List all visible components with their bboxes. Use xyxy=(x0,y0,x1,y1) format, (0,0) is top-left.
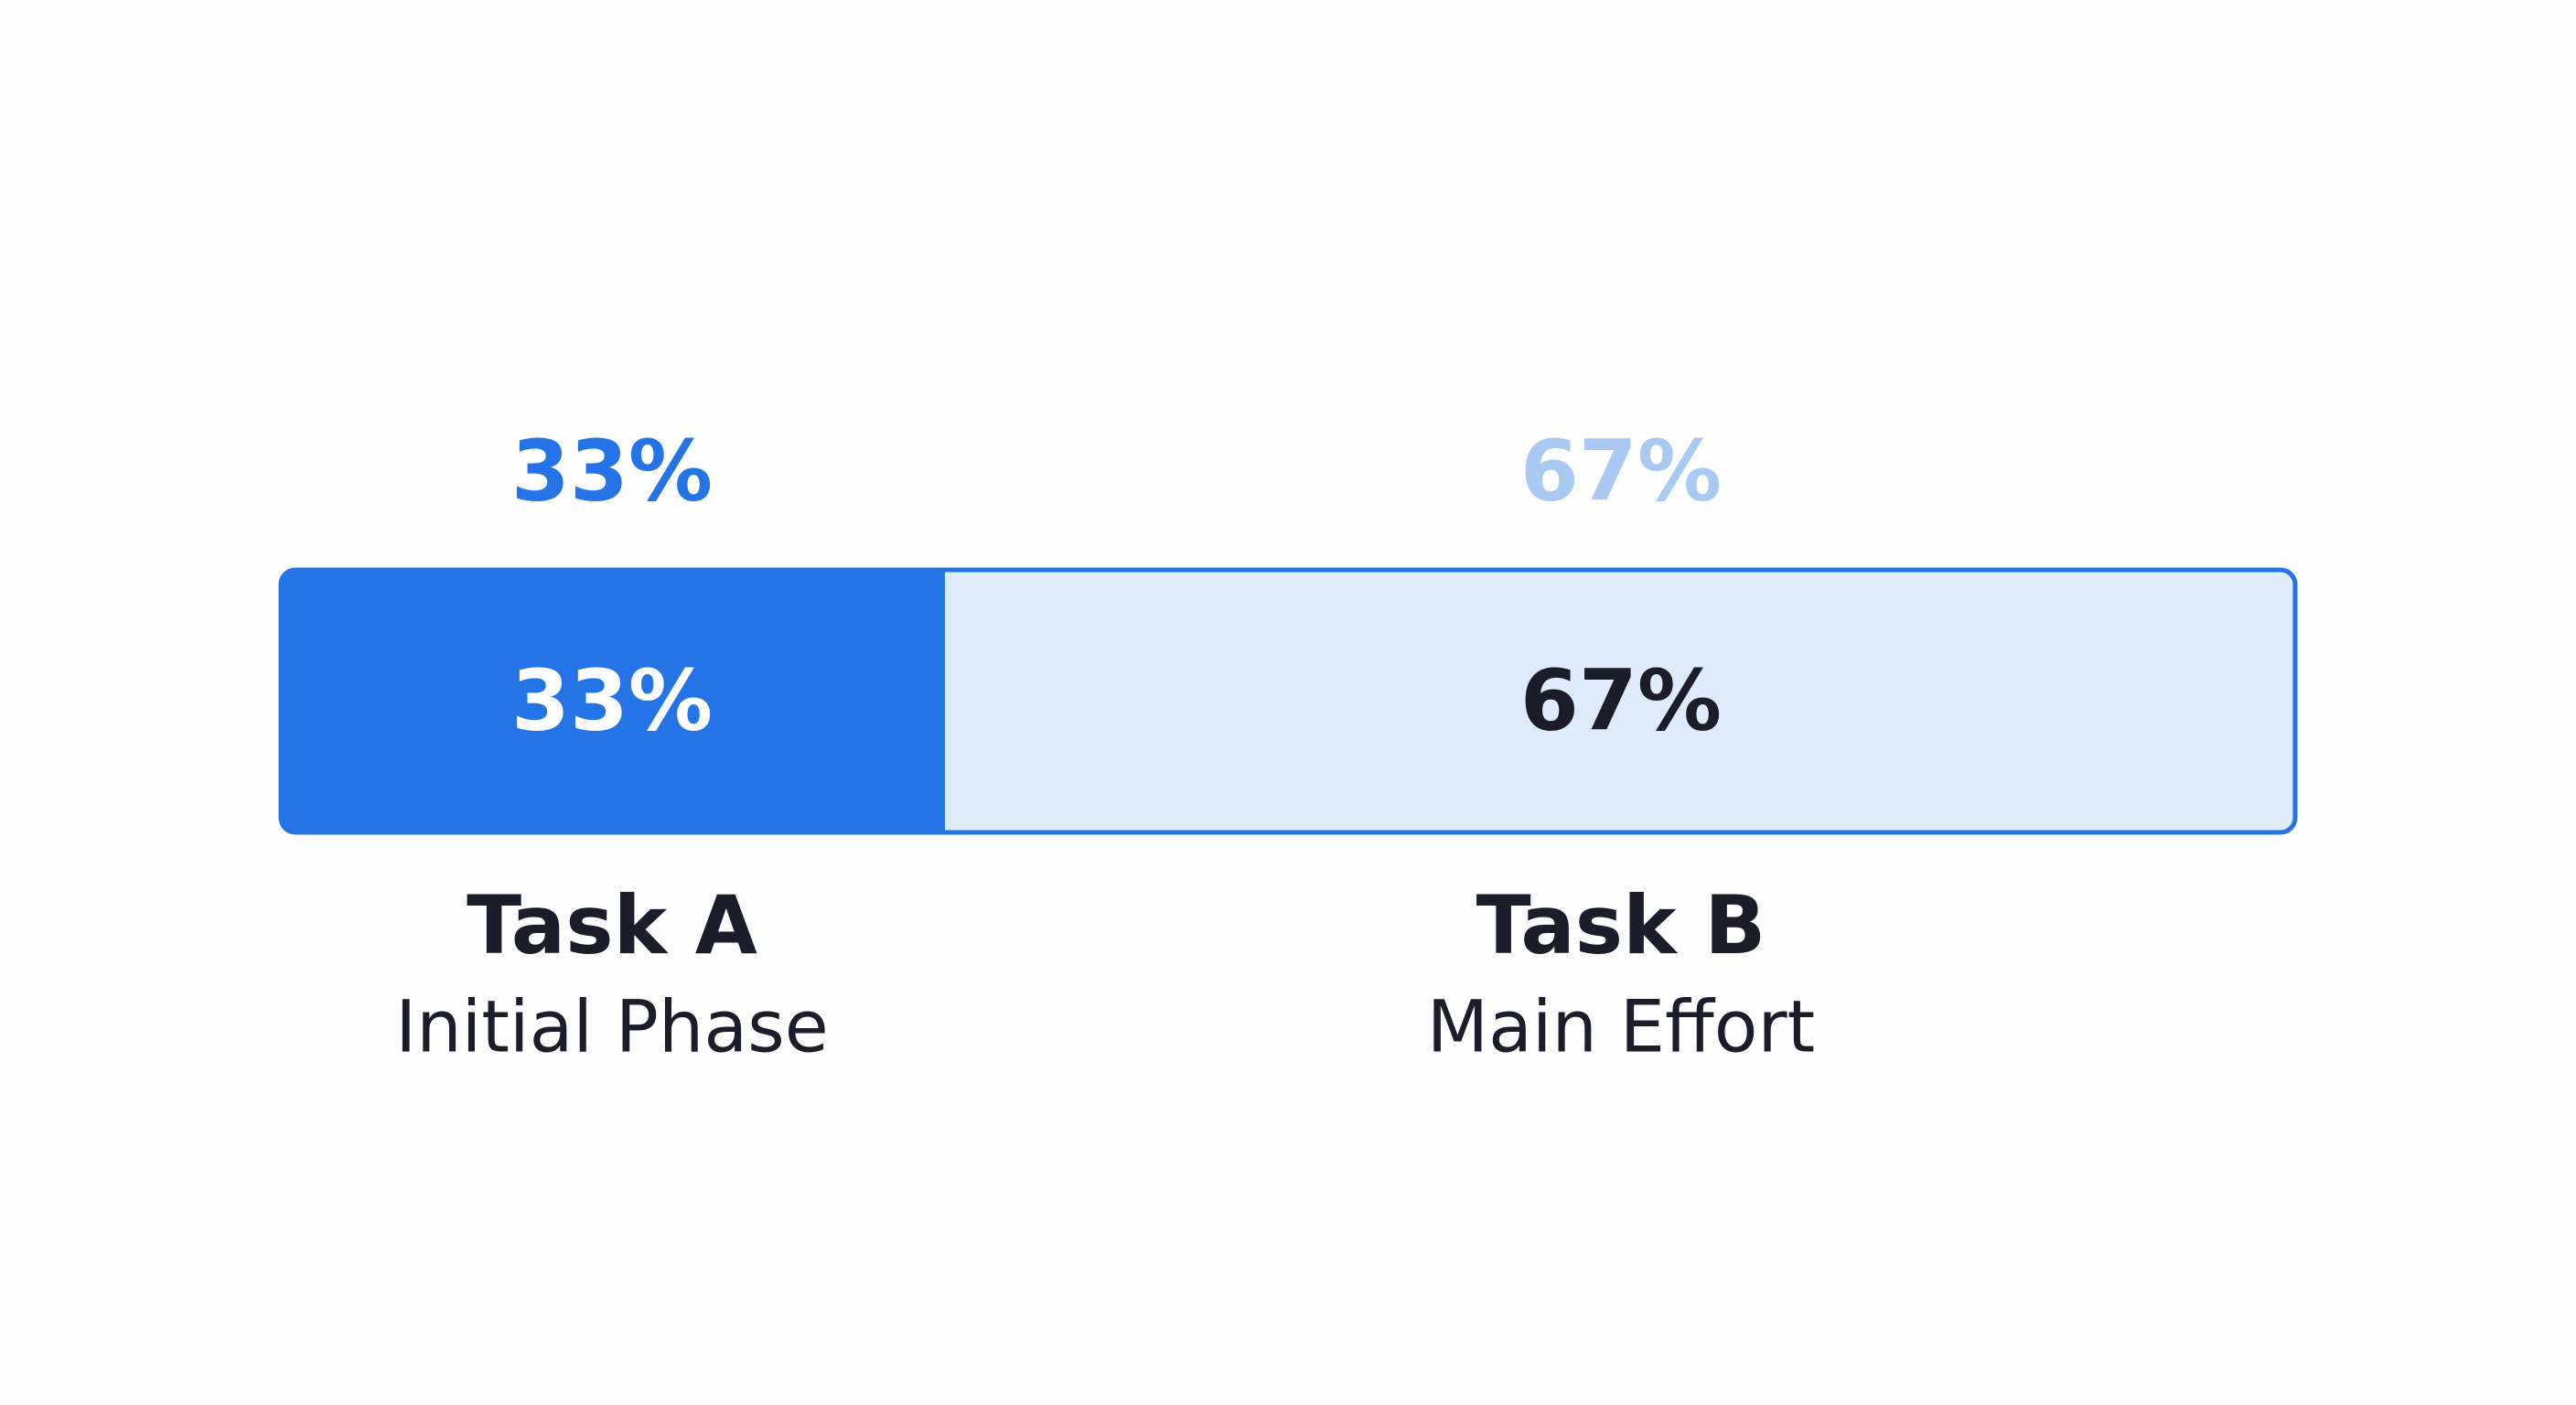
bar-outline xyxy=(278,567,2298,835)
category-label: Task B xyxy=(1476,878,1766,972)
value-label-top: 67% xyxy=(1520,422,1722,520)
bar-segment xyxy=(944,568,2297,834)
category-subtitle: Main Effort xyxy=(1427,986,1815,1068)
bar-segments xyxy=(279,568,2297,834)
value-label-top: 33% xyxy=(511,422,713,520)
category-label: Task A xyxy=(467,878,757,972)
value-label-inside: 67% xyxy=(1520,651,1722,749)
category-subtitle: Initial Phase xyxy=(395,986,829,1068)
value-label-inside: 33% xyxy=(511,651,713,749)
bar-segment xyxy=(279,568,945,834)
